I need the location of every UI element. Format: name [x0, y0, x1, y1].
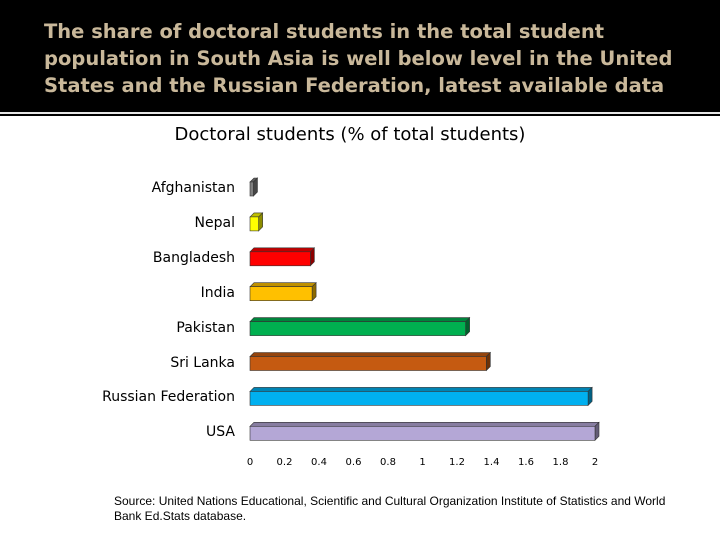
x-tick-label: 0.8: [380, 457, 396, 468]
category-label: India: [200, 284, 235, 301]
bar-top-face: [249, 282, 317, 288]
x-tick-label: 1.2: [449, 457, 465, 468]
bar: [249, 421, 600, 442]
x-tick-label: 2: [591, 457, 599, 468]
title-divider: [0, 112, 720, 114]
bar: [249, 386, 593, 407]
bar-top-face: [249, 387, 593, 392]
x-tick-label: 0.4: [311, 457, 327, 468]
x-tick-label: 1: [419, 457, 426, 468]
bar: [249, 316, 471, 337]
category-label: Afghanistan: [151, 180, 235, 196]
bar: [249, 281, 317, 302]
bar-front-face: [249, 425, 596, 441]
x-tick-label: 1.6: [518, 457, 534, 468]
chart-title: Doctoral students (% of total students): [174, 124, 526, 145]
x-tick-label: 0.2: [276, 457, 293, 468]
x-tick-label: 1.8: [552, 457, 569, 468]
bar: [249, 212, 264, 232]
bar-front-face: [249, 391, 589, 406]
bar-top-face: [249, 421, 600, 427]
category-label: Sri Lanka: [170, 354, 235, 371]
bar-front-face: [249, 356, 487, 371]
bar-front-face: [249, 286, 313, 302]
bar-front-face: [249, 181, 254, 197]
bar-front-face: [249, 321, 466, 336]
category-label: USA: [206, 424, 235, 441]
bar: [249, 177, 259, 197]
bar-top-face: [249, 247, 316, 253]
bar: [249, 247, 316, 267]
bar-front-face: [249, 251, 311, 267]
bar-front-face: [249, 216, 259, 232]
x-tick-label: 0: [246, 457, 254, 468]
bar-top-face: [249, 317, 471, 322]
bar: [249, 351, 492, 372]
bar-top-face: [249, 352, 492, 357]
slide-title: The share of doctoral students in the to…: [44, 20, 673, 97]
category-label: Russian Federation: [102, 389, 235, 406]
category-label: Bangladesh: [152, 249, 235, 266]
category-label: Pakistan: [176, 319, 235, 336]
category-label: Nepal: [194, 214, 235, 231]
x-tick-label: 0.6: [345, 457, 362, 468]
x-tick-label: 1.4: [483, 457, 500, 468]
source-note: Source: United Nations Educational, Scie…: [114, 494, 666, 523]
